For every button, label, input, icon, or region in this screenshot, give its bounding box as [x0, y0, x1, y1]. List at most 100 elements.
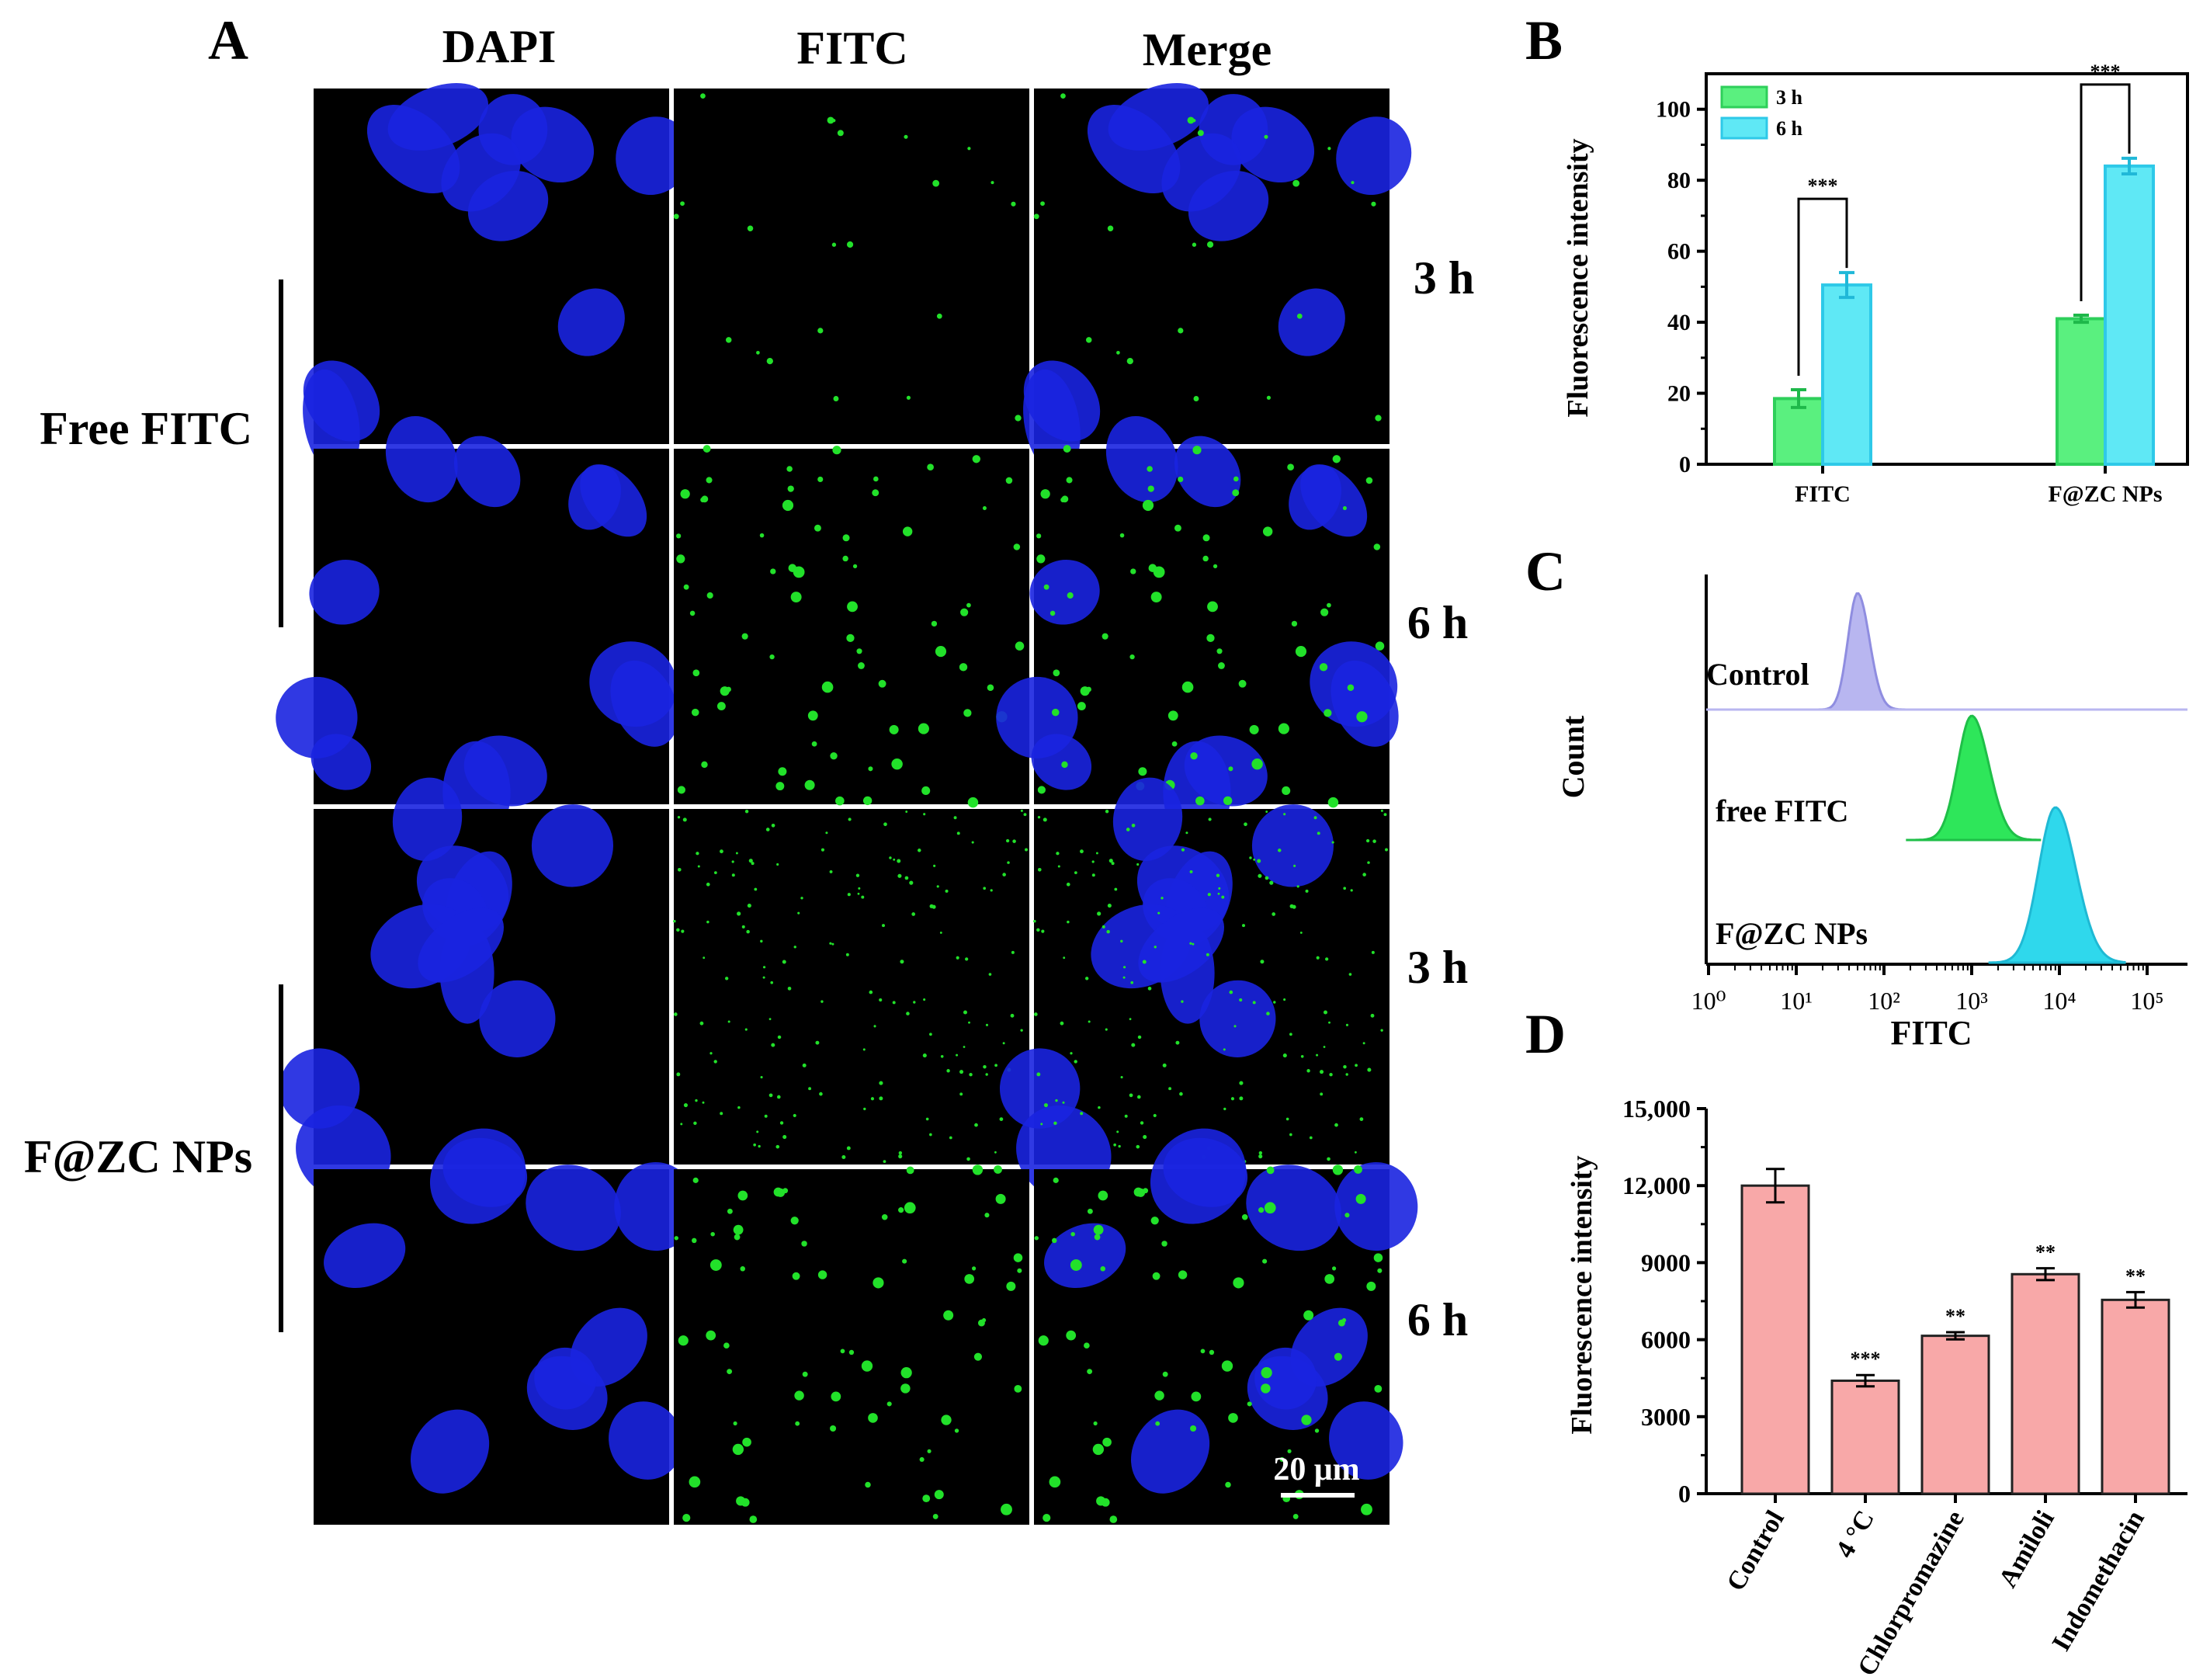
- fitc-spot: [1206, 633, 1215, 643]
- fitc-spot: [1087, 1369, 1093, 1375]
- nucleus: [589, 641, 678, 727]
- fitc-spot: [1178, 1270, 1188, 1279]
- fitc-spot: [898, 1154, 903, 1159]
- fitc-spot: [769, 654, 775, 660]
- fitc-spot: [1309, 1136, 1313, 1140]
- fitc-spot: [1195, 796, 1205, 806]
- fitc-spot: [817, 476, 824, 482]
- y-tick-label: 0: [1679, 452, 1691, 477]
- fitc-spot: [1206, 953, 1209, 956]
- nucleus: [1161, 133, 1241, 212]
- fitc-spot: [1107, 903, 1112, 908]
- fitc-spot: [1266, 1166, 1275, 1175]
- fitc-spot: [1102, 633, 1108, 640]
- fitc-spot: [747, 225, 754, 231]
- fitc-spot: [1136, 1095, 1141, 1099]
- x-tick-label: 10²: [1868, 987, 1900, 1015]
- fitc-spot: [1218, 662, 1225, 669]
- fitc-spot: [918, 723, 929, 734]
- fitc-spot: [842, 555, 848, 562]
- fitc-spot: [1067, 592, 1074, 599]
- fitc-spot: [1355, 1193, 1366, 1204]
- fitc-spot: [847, 601, 858, 613]
- fitc-spot: [946, 1069, 950, 1073]
- fitc-spot: [1036, 1072, 1041, 1077]
- fitc-spot: [1181, 1000, 1184, 1003]
- fitc-spot: [929, 1133, 932, 1137]
- micrograph-dapi-row-2: [276, 415, 678, 845]
- fitc-spot: [1015, 641, 1025, 651]
- fitc-spot: [1299, 932, 1303, 934]
- fitc-spot: [674, 1012, 678, 1016]
- fitc-spot: [956, 831, 960, 835]
- fitc-spot: [1249, 724, 1259, 734]
- fitc-spot: [1033, 213, 1039, 220]
- fitc-spot: [1033, 919, 1036, 923]
- fitc-spot: [821, 681, 834, 693]
- panel-d-letter: D: [1525, 1003, 1566, 1065]
- fitc-spot: [1111, 862, 1115, 866]
- fitc-spot: [1091, 860, 1095, 863]
- fitc-spot: [835, 796, 845, 806]
- y-tick-label: 80: [1667, 168, 1691, 193]
- fitc-spot: [1292, 1513, 1299, 1519]
- nucleus: [479, 980, 556, 1057]
- fitc-spot: [790, 1217, 799, 1225]
- fitc-spot: [1325, 957, 1329, 961]
- fitc-spot: [1329, 1072, 1333, 1077]
- fitc-spot: [1327, 1157, 1331, 1161]
- fitc-spot: [873, 1025, 876, 1028]
- fitc-spot: [1331, 841, 1334, 844]
- fitc-spot: [1066, 1330, 1077, 1341]
- fitc-spot: [1185, 831, 1188, 835]
- fitc-spot: [1120, 939, 1123, 943]
- fitc-spot: [1074, 871, 1077, 874]
- fitc-spot: [1053, 669, 1060, 677]
- fitc-spot: [819, 1092, 823, 1096]
- fitc-spot: [1305, 889, 1309, 893]
- nucleus: [1246, 1165, 1341, 1251]
- fitc-spot: [1385, 848, 1388, 852]
- micrograph-background: [674, 449, 1029, 804]
- fitc-spot: [1221, 895, 1225, 899]
- fitc-spot: [1106, 929, 1110, 934]
- fitc-spot: [1327, 797, 1339, 808]
- fitc-spot: [1206, 241, 1214, 248]
- fitc-spot: [1037, 867, 1042, 872]
- fitc-spot: [1116, 350, 1120, 355]
- fitc-spot: [841, 1155, 846, 1160]
- fitc-spot: [800, 897, 803, 900]
- nucleus: [1329, 1401, 1403, 1480]
- fitc-spot: [1040, 201, 1045, 207]
- fitc-spot: [1113, 1143, 1116, 1147]
- fitc-spot: [1034, 1012, 1038, 1016]
- fitc-spot: [1085, 337, 1092, 343]
- fitc-spot: [693, 1121, 697, 1126]
- fitc-spot: [956, 956, 959, 960]
- fitc-spot: [873, 1277, 884, 1289]
- fitc-spot: [735, 852, 738, 855]
- fitc-spot: [904, 1202, 916, 1214]
- fitc-spot: [762, 976, 765, 979]
- nucleus: [1174, 436, 1241, 508]
- fitc-spot: [846, 633, 855, 643]
- fitc-spot: [1367, 1067, 1372, 1072]
- fitc-spot: [949, 1136, 952, 1140]
- fitc-spot: [1323, 1046, 1326, 1048]
- fitc-spot: [1096, 1496, 1106, 1506]
- fitc-spot: [1049, 610, 1056, 616]
- fitc-spot: [1091, 873, 1095, 877]
- fitc-spot: [1122, 976, 1126, 979]
- fitc-spot: [1179, 1092, 1183, 1096]
- histogram: [1792, 592, 1927, 711]
- fitc-spot: [1216, 873, 1220, 877]
- fitc-spot: [1324, 709, 1332, 717]
- fitc-spot: [1332, 455, 1341, 463]
- fitc-spot: [716, 702, 726, 711]
- fitc-spot: [724, 977, 729, 981]
- nucleus: [1108, 83, 1209, 151]
- fitc-spot: [741, 633, 748, 640]
- fitc-spot: [793, 1113, 796, 1118]
- fitc-spot: [1266, 1012, 1270, 1015]
- fitc-spot: [1350, 889, 1353, 892]
